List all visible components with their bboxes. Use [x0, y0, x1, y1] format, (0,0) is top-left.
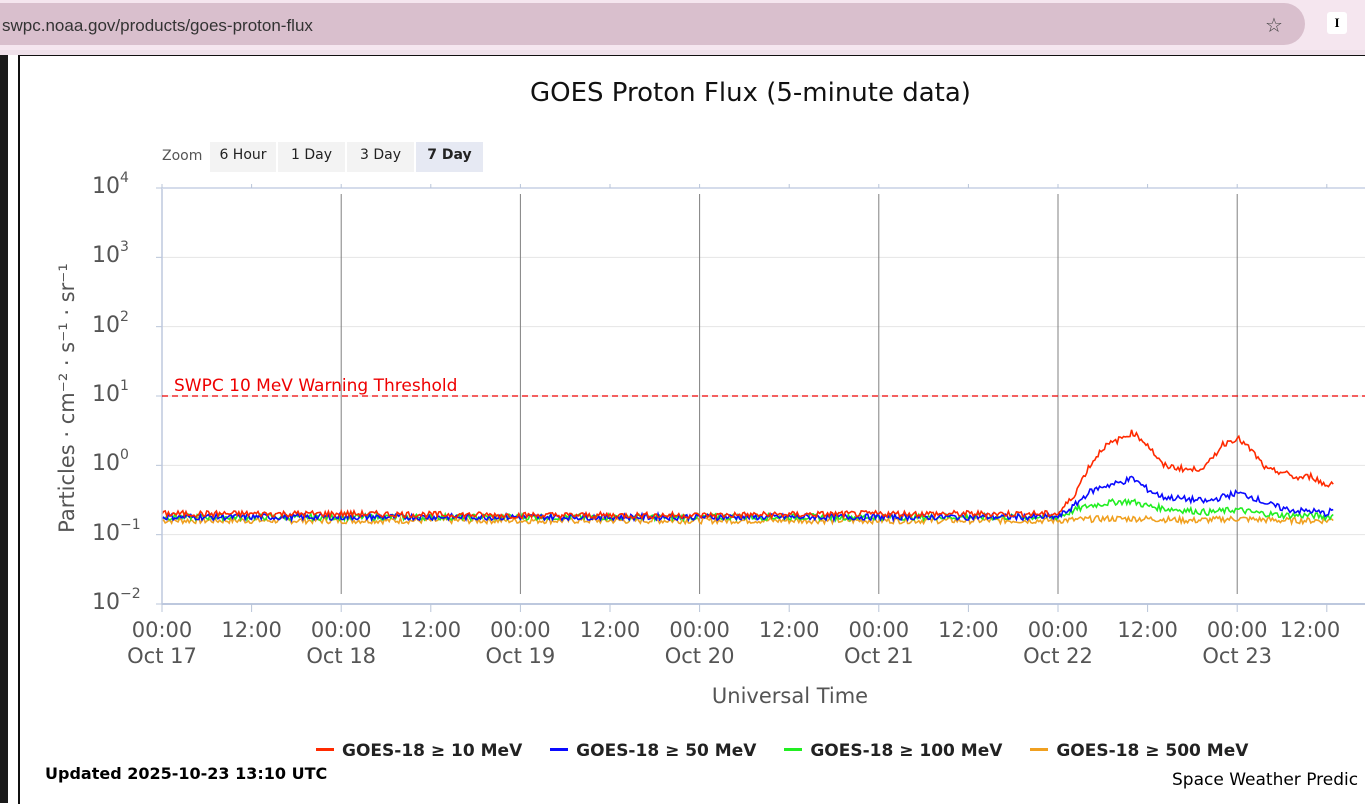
x-tick-time: 00:00	[310, 618, 372, 642]
y-tick-base: 10	[92, 174, 120, 199]
legend-item-100mev[interactable]: GOES-18 ≥ 100 MeV	[784, 741, 1002, 761]
legend-item-50mev[interactable]: GOES-18 ≥ 50 MeV	[550, 741, 756, 761]
y-tick-label: 103	[92, 239, 129, 269]
x-tick-time: 12:00	[1279, 618, 1341, 642]
x-tick-time: 12:00	[1117, 618, 1178, 642]
y-tick-base: 10	[92, 382, 120, 407]
x-tick-label: 12:00	[376, 617, 486, 643]
x-tick-time: 00:00	[1206, 618, 1268, 642]
x-tick-time: 00:00	[1027, 618, 1089, 642]
x-tick-label: 12:00	[1255, 617, 1365, 643]
y-tick-label: 101	[92, 378, 129, 407]
x-tick-label: 00:00 Oct 19	[465, 617, 575, 669]
zoom-label: Zoom	[162, 148, 203, 164]
x-tick-date: Oct 17	[127, 644, 197, 668]
y-tick-base: 10	[92, 590, 120, 615]
legend-label-50mev: GOES-18 ≥ 50 MeV	[576, 741, 757, 761]
x-tick-label: 00:00 Oct 17	[107, 617, 217, 669]
browser-top-bar: swpc.noaa.gov/products/goes-proton-flux …	[0, 0, 1365, 50]
extension-icon[interactable]: I	[1327, 12, 1347, 34]
address-bar[interactable]: swpc.noaa.gov/products/goes-proton-flux …	[0, 3, 1305, 45]
y-tick-label: 104	[92, 170, 129, 199]
y-tick-exponent: 0	[120, 447, 129, 464]
zoom-3-day-button[interactable]: 3 Day	[347, 142, 414, 172]
y-tick-label: 102	[92, 309, 129, 338]
y-tick-exponent: 2	[120, 308, 129, 325]
x-tick-label: 00:00 Oct 20	[645, 617, 755, 669]
x-tick-label: 12:00	[913, 617, 1023, 643]
zoom-1-day-button[interactable]: 1 Day	[278, 142, 345, 172]
x-tick-time: 12:00	[400, 618, 462, 642]
y-tick-base: 10	[92, 243, 120, 269]
x-tick-time: 00:00	[131, 618, 193, 642]
legend-swatch-50mev	[550, 747, 569, 751]
legend-swatch-10mev	[316, 747, 334, 751]
legend-item-10mev[interactable]: GOES-18 ≥ 10 MeV	[316, 741, 522, 761]
zoom-6-hour-button[interactable]: 6 Hour	[210, 142, 276, 172]
y-tick-label: 10−2	[92, 586, 141, 615]
y-tick-base: 10	[92, 451, 120, 477]
bookmark-star-icon[interactable]: ☆	[1265, 13, 1283, 37]
y-tick-label: 100	[92, 447, 129, 477]
x-tick-date: Oct 19	[485, 644, 556, 668]
legend-label-100mev: GOES-18 ≥ 100 MeV	[810, 741, 1003, 761]
y-tick-exponent: −1	[120, 516, 141, 533]
legend-swatch-500mev	[1030, 747, 1049, 751]
legend-label-500mev: GOES-18 ≥ 500 MeV	[1056, 741, 1249, 761]
series-10mev-line	[161, 429, 1334, 521]
x-tick-label: 12:00	[555, 617, 665, 643]
x-axis-label: Universal Time	[711, 684, 869, 708]
toolbar-divider	[0, 50, 1365, 55]
x-tick-date: Oct 18	[306, 644, 377, 668]
chart-container	[18, 55, 1365, 804]
x-tick-time: 00:00	[848, 618, 910, 642]
y-tick-exponent: 4	[120, 170, 129, 186]
x-tick-label: 12:00	[1093, 617, 1203, 643]
x-tick-label: 00:00 Oct 22	[1003, 617, 1113, 669]
series-50mev-line	[161, 475, 1334, 524]
y-tick-exponent: 1	[120, 378, 129, 394]
credit-text[interactable]: Space Weather Predic	[1172, 770, 1359, 790]
y-tick-label: 10−1	[92, 517, 141, 546]
x-tick-time: 12:00	[221, 618, 282, 642]
zoom-7-day-button[interactable]: 7 Day	[416, 142, 483, 172]
y-tick-exponent: 3	[120, 239, 129, 256]
url-text[interactable]: swpc.noaa.gov/products/goes-proton-flux	[2, 16, 313, 35]
x-tick-label: 00:00 Oct 21	[824, 617, 934, 669]
y-tick-base: 10	[92, 520, 120, 546]
x-tick-time: 12:00	[579, 618, 641, 642]
legend-item-500mev[interactable]: GOES-18 ≥ 500 MeV	[1030, 741, 1248, 761]
x-tick-date: Oct 23	[1202, 644, 1273, 668]
x-tick-time: 12:00	[938, 618, 999, 642]
chart-legend: GOES-18 ≥ 10 MeV GOES-18 ≥ 50 MeV GOES-1…	[316, 741, 1270, 761]
left-window-edge	[0, 55, 8, 803]
x-tick-time: 12:00	[758, 618, 820, 642]
x-tick-date: Oct 21	[843, 644, 914, 668]
x-tick-time: 00:00	[490, 618, 551, 642]
x-tick-label: 12:00	[734, 617, 844, 643]
series-500mev-line	[161, 514, 1334, 527]
legend-swatch-100mev	[784, 747, 803, 751]
x-tick-time: 00:00	[669, 618, 730, 642]
threshold-label: SWPC 10 MeV Warning Threshold	[174, 376, 458, 396]
x-tick-label: 00:00 Oct 23	[1182, 617, 1292, 669]
y-tick-base: 10	[92, 312, 120, 338]
x-tick-date: Oct 22	[1023, 644, 1093, 668]
updated-timestamp: Updated 2025-10-23 13:10 UTC	[45, 764, 328, 783]
legend-label-10mev: GOES-18 ≥ 10 MeV	[342, 741, 523, 761]
y-tick-exponent: −2	[120, 586, 141, 602]
x-tick-date: Oct 20	[664, 644, 735, 668]
x-tick-label: 00:00 Oct 18	[286, 617, 396, 669]
x-tick-label: 12:00	[197, 617, 307, 643]
y-axis-label: Particles · cm⁻² · s⁻¹ · sr⁻¹	[55, 263, 79, 533]
chart-title: GOES Proton Flux (5-minute data)	[530, 78, 971, 108]
